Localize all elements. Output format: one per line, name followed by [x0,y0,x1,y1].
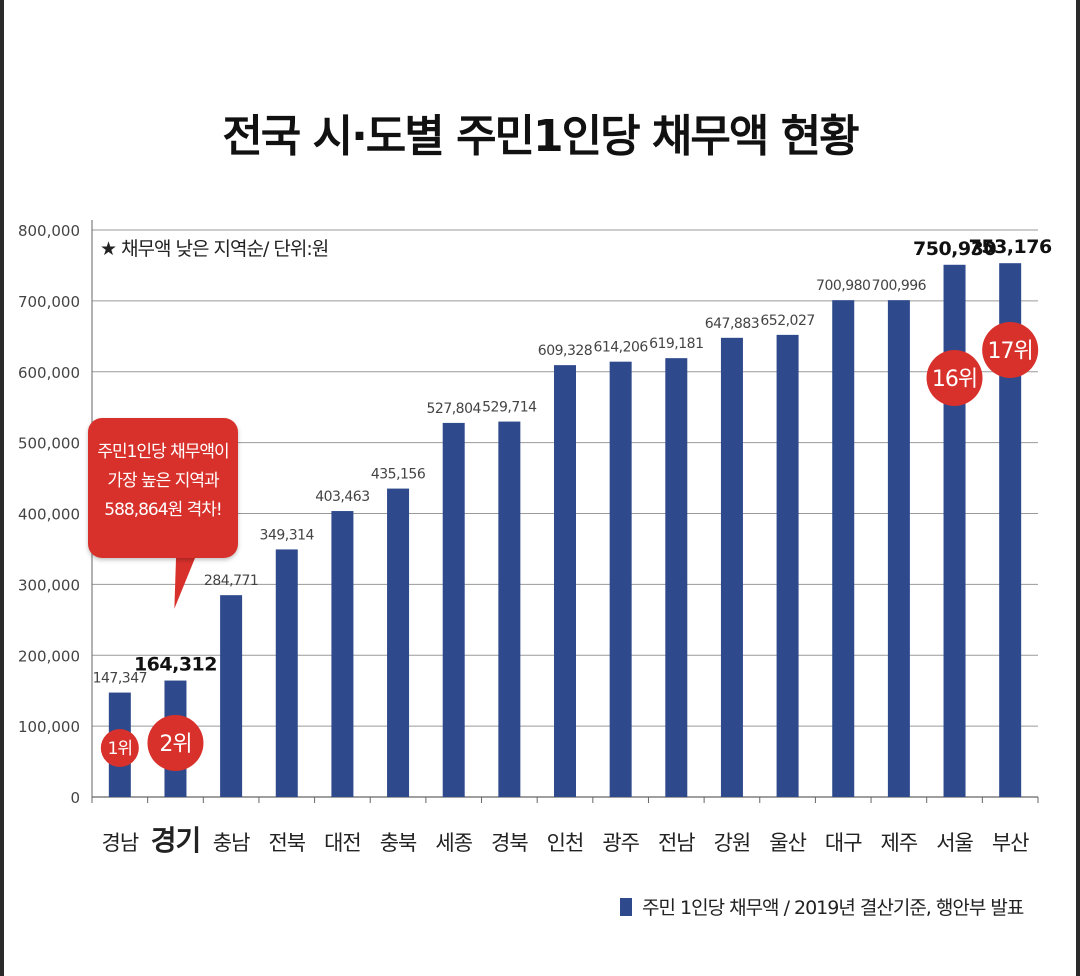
y-tick-label: 600,000 [18,364,80,382]
x-category-label: 충북 [380,831,417,855]
x-category-label: 제주 [881,831,918,855]
value-label-5: 403,463 [315,489,369,505]
y-tick-label: 100,000 [18,718,80,736]
value-label-15: 700,996 [872,278,927,294]
value-label-3: 284,771 [204,573,258,589]
rank-badge [926,350,983,406]
value-label-4: 349,314 [260,527,315,543]
x-category-label: 경기 [151,824,201,857]
x-category-label: 전북 [268,831,305,855]
x-category-label: 대구 [825,831,862,855]
chart-title: 전국 시·도별 주민1인당 채무액 현황 [222,111,859,162]
frame-edge-right [1076,0,1080,976]
callout-line-3: 588,864원 격차! [104,500,222,520]
x-category-label: 대전 [324,831,361,855]
y-tick-label: 300,000 [18,576,80,594]
x-category-label: 강원 [714,831,751,855]
rank-badge-label: 1위 [108,739,132,759]
bar-3 [220,595,243,797]
value-label-2: 164,312 [134,654,217,676]
bar-13 [776,334,799,797]
value-label-11: 619,181 [649,336,703,352]
bar-5 [331,511,354,797]
rank-badge [982,322,1039,378]
y-tick-label: 200,000 [18,647,80,665]
rank-badge-label: 17위 [988,339,1033,364]
value-label-7: 527,804 [427,401,482,417]
bar-16 [943,264,966,798]
x-category-label: 서울 [936,831,973,855]
value-label-14: 700,980 [816,278,870,294]
x-category-label: 충남 [213,831,250,855]
value-label-13: 652,027 [760,313,814,329]
bar-11 [665,358,688,797]
rank-badge-label: 2위 [159,732,191,757]
callout-box: 주민1인당 채무액이 가장 높은 지역과 588,864원 격차! [88,418,238,558]
x-category-label: 부산 [992,831,1029,855]
callout-line-1: 주민1인당 채무액이 [97,442,229,462]
y-tick-label: 800,000 [18,222,80,240]
value-label-9: 609,328 [538,343,592,359]
value-label-6: 435,156 [371,467,426,483]
value-label-17: 753,176 [969,236,1052,258]
bar-12 [720,337,743,797]
legend-label: 주민 1인당 채무액 / 2019년 결산기준, 행안부 발표 [642,897,1024,919]
bar-8 [498,421,521,797]
x-category-label: 세종 [435,831,472,855]
bar-4 [275,549,298,797]
chart-note: ★ 채무액 낮은 지역순/ 단위:원 [100,238,329,260]
bar-7 [442,422,465,797]
x-category-label: 경남 [102,831,139,855]
legend: 주민 1인당 채무액 / 2019년 결산기준, 행안부 발표 [620,893,1024,920]
y-tick-label: 400,000 [18,506,80,524]
rank-badge [147,715,204,771]
x-category-label: 전남 [658,831,695,855]
value-label-1: 147,347 [93,671,147,687]
y-tick-label: 700,000 [18,293,80,311]
bar-15 [887,300,910,797]
value-label-12: 647,883 [705,316,759,332]
bar-14 [832,300,855,797]
x-category-label: 광주 [602,831,639,855]
bar-6 [387,488,410,797]
rank-badge-label: 16위 [932,367,977,392]
value-label-16: 750,930 [913,238,996,260]
value-label-10: 614,206 [593,340,648,356]
value-label-8: 529,714 [482,400,537,416]
frame-edge-left [0,0,4,976]
x-category-label: 울산 [769,831,806,855]
x-category-label: 경북 [491,831,528,855]
callout-line-2: 가장 높은 지역과 [107,471,219,491]
bar-17 [999,263,1022,797]
bar-10 [609,361,632,797]
y-tick-label: 0 [70,789,80,807]
y-tick-label: 500,000 [18,435,80,453]
rank-badge [100,729,139,767]
legend-swatch [620,897,632,916]
bar-9 [554,365,576,797]
x-category-label: 인천 [547,831,584,855]
